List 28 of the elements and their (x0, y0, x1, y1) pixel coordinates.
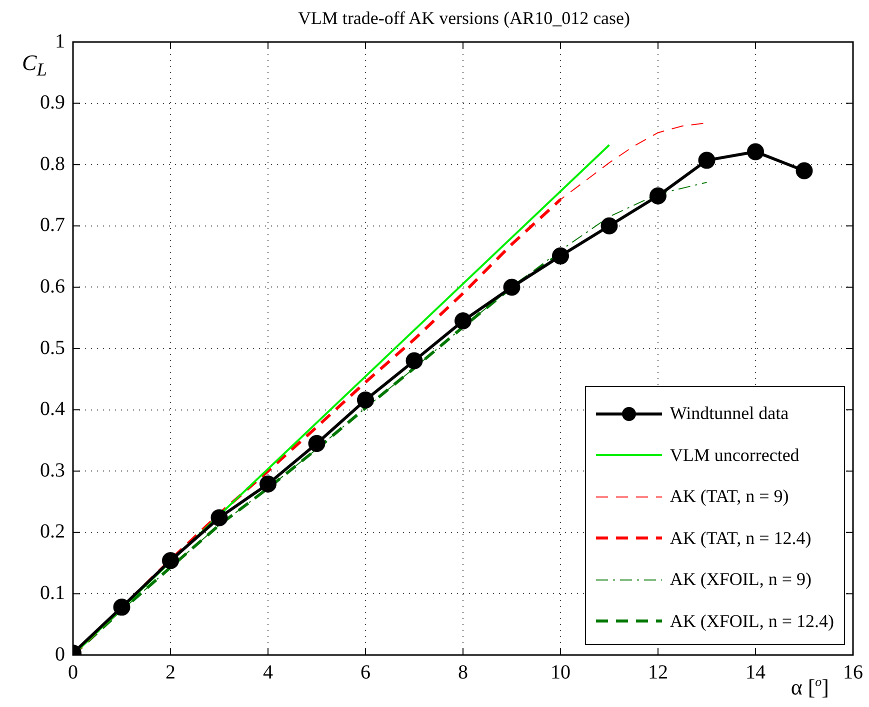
x-tick-label: 16 (843, 661, 863, 684)
y-tick-label: 0.4 (40, 398, 65, 420)
x-tick-label: 8 (458, 661, 468, 684)
chart-title: VLM trade-off AK versions (AR10_012 case) (296, 8, 632, 29)
y-tick-label: 0 (55, 643, 65, 666)
legend-label: VLM uncorrected (670, 444, 800, 466)
legend-label: AK (XFOIL, n = 12.4) (670, 610, 834, 632)
y-axis-title: C$_{L}$ (22, 50, 47, 80)
y-tick-label: 0.8 (40, 152, 65, 175)
y-tick-label: 0.2 (40, 520, 65, 543)
x-tick-label: 2 (166, 661, 176, 684)
legend-label: AK (XFOIL, n = 9) (670, 569, 812, 590)
y-tick-label: 0.6 (40, 275, 65, 298)
x-tick-label: 6 (360, 661, 370, 684)
y-tick-label: 0.9 (40, 92, 65, 114)
x-tick-label: 10 (550, 661, 570, 684)
y-tick-label: 1 (55, 30, 65, 52)
y-tick-label: 0.1 (40, 582, 65, 604)
legend-label: AK (TAT, n = 12.4) (670, 528, 812, 549)
x-tick-label: 4 (263, 661, 273, 684)
x-tick-label: 14 (746, 661, 766, 684)
y-tick-label: 0.5 (40, 336, 65, 359)
legend-label: AK (TAT, n = 9) (670, 486, 789, 508)
legend-label: Windtunnel data (670, 403, 789, 424)
x-axis-title: α [$^{o}$] (790, 674, 829, 700)
y-tick-label: 0.3 (40, 459, 65, 482)
x-tick-label: 12 (648, 661, 668, 684)
y-tick-label: 0.7 (40, 214, 65, 236)
